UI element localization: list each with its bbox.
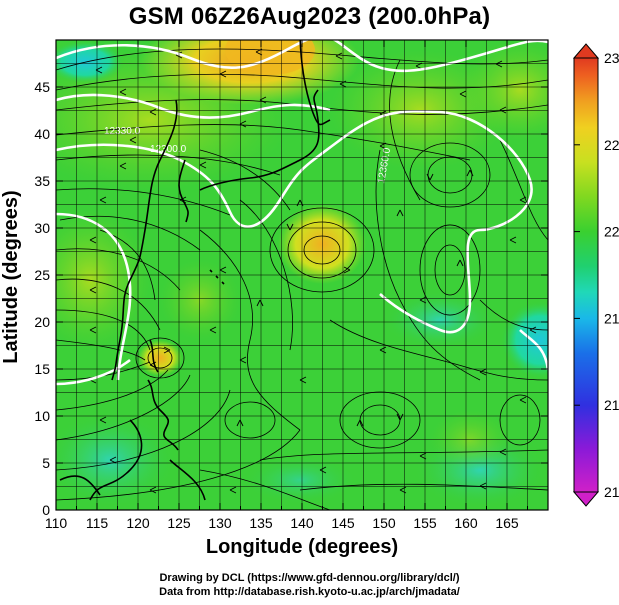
y-tick-label: 20 (34, 314, 50, 330)
colorbar-label: 214 (604, 397, 619, 413)
colorbar-label: 210 (604, 484, 619, 500)
y-tick-label: 45 (34, 79, 50, 95)
x-tick-label: 160 (454, 515, 478, 531)
x-tick-label: 115 (86, 515, 109, 531)
y-axis-ticks: 0 5 10 15 20 25 30 35 40 45 (34, 79, 548, 518)
map-figure: 12330.0 12300.0 12360.0 110 115 120 125 130 1… (34, 39, 619, 531)
coastlines (59, 40, 331, 501)
map-title: GSM 06Z26Aug2023 (200.0hPa) (128, 3, 491, 30)
x-tick-label: 165 (495, 515, 519, 531)
y-tick-label: 35 (34, 173, 50, 189)
height-contours (56, 40, 548, 386)
colorbar-label: 218 (604, 310, 619, 326)
colorbar-gradient (573, 57, 599, 493)
colorbar-label: 230 (604, 50, 619, 66)
y-tick-label: 25 (34, 267, 50, 283)
x-tick-label: 135 (249, 515, 273, 531)
x-tick-label: 130 (208, 515, 232, 531)
contour-label: 12330.0 (104, 126, 141, 137)
y-tick-label: 5 (42, 455, 50, 471)
credit-drawing: Drawing by DCL (https://www.gfd-dennou.o… (159, 572, 460, 584)
y-axis-title: Latitude (degrees) (0, 190, 22, 364)
x-tick-label: 110 (45, 515, 68, 531)
colorbar-label: 226 (604, 137, 619, 153)
credit-data: Data from http://database.rish.kyoto-u.a… (159, 586, 460, 598)
y-tick-label: 40 (34, 126, 50, 142)
x-tick-label: 125 (167, 515, 191, 531)
colorbar-bottom-arrow (572, 491, 600, 507)
colorbar-label: 222 (604, 224, 619, 240)
y-tick-label: 0 (42, 502, 50, 518)
contour-label: 12300.0 (150, 144, 187, 155)
x-tick-label: 145 (331, 515, 355, 531)
y-tick-label: 30 (34, 220, 50, 236)
x-tick-label: 120 (126, 515, 150, 531)
grid (56, 40, 548, 510)
x-tick-label: 140 (290, 515, 314, 531)
colorbar: 230 226 222 218 214 210 (572, 43, 619, 507)
y-tick-label: 10 (34, 408, 50, 424)
x-axis-title: Longitude (degrees) (205, 536, 399, 558)
x-axis-ticks: 110 115 120 125 130 135 140 145 150 155 160 165 (45, 40, 528, 531)
y-tick-label: 15 (34, 361, 50, 377)
x-tick-label: 150 (372, 515, 396, 531)
colorbar-top-arrow (572, 43, 600, 59)
x-tick-label: 155 (413, 515, 437, 531)
